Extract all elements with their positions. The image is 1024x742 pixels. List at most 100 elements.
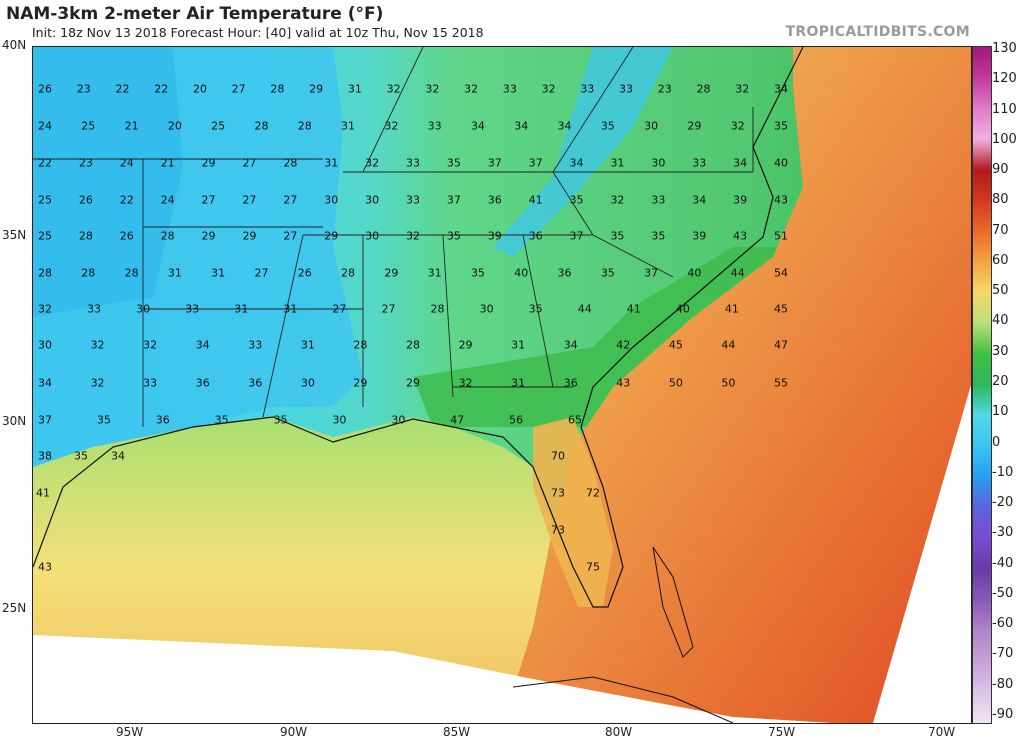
colorbar-tick: 50 [992,283,1009,299]
station-temp-value: 43 [616,376,631,390]
station-temp-value: 34 [38,376,52,390]
station-temp-value: 35 [446,156,461,170]
station-temp-value: 27 [332,302,347,316]
station-temp-value: 23 [78,156,93,170]
station-temp-value: 34 [195,338,210,352]
station-temp-value: 73 [551,486,565,500]
coldest-region [33,47,183,317]
station-temp-value: 27 [242,156,257,170]
lat-label-40n: 40N [2,38,27,52]
station-temp-value: 33 [619,82,634,96]
station-temp-value: 34 [692,193,707,207]
station-temp-value: 73 [551,523,565,537]
station-temp-value: 28 [81,266,96,280]
station-temp-value: 33 [502,82,517,96]
station-temp-value: 29 [687,119,702,133]
station-temp-value: 30 [365,193,380,207]
colorbar-tick: 120 [992,71,1017,87]
colorbar-tick: 20 [992,374,1009,389]
station-temp-value: 33 [406,193,420,207]
colorbar-tick: -50 [992,585,1014,601]
station-temp-value: 33 [651,193,666,207]
station-temp-value: 75 [586,560,600,574]
station-temp-value: 35 [214,413,229,427]
station-temp-value: 39 [692,229,707,243]
station-temp-value: 32 [730,119,745,133]
station-temp-value: 28 [283,156,298,170]
station-temp-value: 38 [38,449,52,463]
map-title: NAM-3km 2-meter Air Temperature (°F) [6,4,384,24]
station-temp-value: 27 [201,193,216,207]
station-temp-value: 35 [569,193,584,207]
station-temp-value: 21 [160,156,175,170]
station-temp-value: 35 [528,302,543,316]
station-temp-value: 31 [283,302,298,316]
station-temp-value: 47 [450,413,465,427]
station-temp-value: 27 [381,302,396,316]
colorbar-tick: 90 [992,162,1009,178]
station-temp-value: 28 [160,229,175,243]
source-credit: TROPICALTIDBITS.COM [785,24,970,40]
lon-label-95w: 95W [116,725,144,739]
station-temp-value: 41 [528,193,543,207]
station-temp-value: 26 [78,193,93,207]
station-temp-value: 28 [430,302,445,316]
station-temp-value: 33 [143,376,158,390]
station-temp-value: 31 [341,119,356,133]
station-temp-value: 40 [514,266,529,280]
appalachian-cold-band [493,47,673,257]
station-temp-value: 37 [38,413,52,427]
station-temp-value: 31 [234,302,249,316]
station-temp-value: 32 [610,193,625,207]
station-temp-value: 41 [724,302,739,316]
lon-label-80w: 80W [605,725,633,739]
station-temp-value: 31 [300,338,315,352]
station-temp-value: 42 [616,338,631,352]
station-temp-value: 29 [353,376,368,390]
station-temp-value: 37 [569,229,584,243]
station-temp-value: 34 [557,119,572,133]
station-temp-value: 26 [119,229,134,243]
cuba-coast [512,676,734,723]
station-temp-value: 32 [38,302,52,316]
colorbar-tick: 80 [992,192,1009,208]
station-temp-value: 37 [446,193,461,207]
station-temp-value: 40 [687,266,702,280]
station-temp-value: 23 [76,82,91,96]
station-temp-value: 28 [38,266,52,280]
station-temp-value: 30 [324,193,339,207]
station-temp-value: 28 [341,266,356,280]
station-temp-value: 43 [733,229,748,243]
station-temp-value: 34 [569,156,584,170]
station-temp-value: 36 [155,413,170,427]
station-temp-value: 24 [38,119,52,133]
station-temp-value: 28 [270,82,285,96]
station-temp-value: 44 [721,338,736,352]
coastline [33,47,804,608]
station-temp-value: 29 [406,376,420,390]
station-temp-value: 31 [511,376,526,390]
station-temp-value: 35 [600,266,615,280]
florida-field [533,417,613,607]
station-temp-value: 32 [541,82,556,96]
forecast-info: Init: 18z Nov 13 2018 Forecast Hour: [40… [32,25,484,40]
station-temp-value: 33 [185,302,200,316]
lon-label-70w: 70W [928,725,956,739]
colorbar-tick: 30 [992,343,1009,359]
station-temp-value: 43 [774,193,788,207]
station-temp-value: 36 [528,229,543,243]
station-temp-value: 34 [563,338,578,352]
station-temp-value: 30 [391,413,406,427]
colorbar-tick: 110 [992,101,1017,117]
station-temp-value: 22 [154,82,169,96]
colorbar-tick: 130 [992,41,1017,56]
station-temp-value: 33 [692,156,707,170]
station-temp-value: 45 [774,302,788,316]
station-temp-value: 29 [201,156,216,170]
station-temp-value: 35 [470,266,485,280]
station-temp-value: 35 [74,449,88,463]
station-temp-value: 31 [211,266,226,280]
colorbar-tick: -60 [992,616,1014,632]
colorbar-tick: 40 [992,313,1009,329]
lon-label-90w: 90W [280,725,308,739]
